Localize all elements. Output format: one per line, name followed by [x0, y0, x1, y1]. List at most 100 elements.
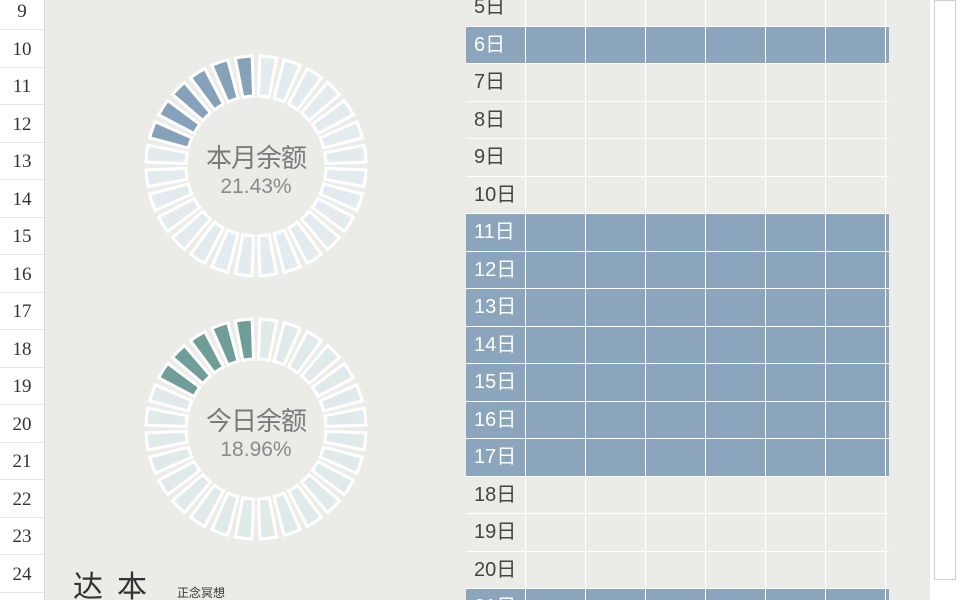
day-cell[interactable] — [526, 64, 586, 101]
day-row[interactable]: 8日 — [466, 101, 889, 139]
day-label-cell[interactable]: 20日 — [466, 551, 526, 588]
day-cell[interactable] — [646, 401, 706, 438]
day-cell[interactable] — [706, 476, 766, 513]
day-cell[interactable] — [826, 439, 886, 476]
day-cell[interactable] — [646, 439, 706, 476]
day-cell[interactable] — [766, 26, 826, 63]
row-number[interactable]: 23 — [0, 518, 44, 555]
day-cell[interactable] — [526, 0, 586, 26]
day-label-cell[interactable]: 5日 — [466, 0, 526, 26]
day-row[interactable]: 9日 — [466, 139, 889, 177]
day-cell[interactable] — [586, 439, 646, 476]
day-label-cell[interactable]: 13日 — [466, 289, 526, 326]
day-cell[interactable] — [586, 401, 646, 438]
day-cell[interactable] — [766, 589, 826, 600]
day-cell[interactable] — [526, 26, 586, 63]
day-cell[interactable] — [586, 214, 646, 251]
day-cell[interactable] — [586, 64, 646, 101]
row-number[interactable]: 18 — [0, 331, 44, 368]
day-table[interactable]: 5日 6日 7日 8日 9日 10日 11日 12日 13日 14日 15日 16日 17日 18日 19日… — [466, 0, 889, 600]
day-label-cell[interactable]: 9日 — [466, 139, 526, 176]
day-label-cell[interactable]: 21日 — [466, 589, 526, 600]
day-cell[interactable] — [826, 176, 886, 213]
day-cell[interactable] — [526, 139, 586, 176]
day-cell[interactable] — [526, 514, 586, 551]
day-label-cell[interactable]: 12日 — [466, 251, 526, 288]
day-row[interactable]: 18日 — [466, 476, 889, 514]
day-cell[interactable] — [646, 551, 706, 588]
day-cell[interactable] — [646, 364, 706, 401]
day-cell[interactable] — [826, 364, 886, 401]
day-cell[interactable] — [766, 289, 826, 326]
day-cell[interactable] — [826, 101, 886, 138]
day-cell[interactable] — [706, 0, 766, 26]
day-cell[interactable] — [646, 476, 706, 513]
day-cell[interactable] — [706, 251, 766, 288]
day-label-cell[interactable]: 17日 — [466, 439, 526, 476]
day-cell[interactable] — [646, 64, 706, 101]
day-row[interactable]: 16日 — [466, 401, 889, 439]
day-cell[interactable] — [526, 326, 586, 363]
day-cell[interactable] — [586, 551, 646, 588]
day-cell[interactable] — [586, 139, 646, 176]
day-cell[interactable] — [766, 401, 826, 438]
day-label-cell[interactable]: 11日 — [466, 214, 526, 251]
day-cell[interactable] — [826, 64, 886, 101]
row-number[interactable]: 14 — [0, 181, 44, 218]
day-cell[interactable] — [526, 551, 586, 588]
day-cell[interactable] — [826, 26, 886, 63]
day-cell[interactable] — [826, 214, 886, 251]
day-cell[interactable] — [826, 0, 886, 26]
day-label-cell[interactable]: 16日 — [466, 401, 526, 438]
day-cell[interactable] — [766, 64, 826, 101]
day-cell[interactable] — [646, 101, 706, 138]
day-cell[interactable] — [826, 514, 886, 551]
day-cell[interactable] — [766, 0, 826, 26]
day-cell[interactable] — [586, 364, 646, 401]
day-label-cell[interactable]: 14日 — [466, 326, 526, 363]
day-cell[interactable] — [586, 0, 646, 26]
day-cell[interactable] — [646, 251, 706, 288]
day-row[interactable]: 12日 — [466, 251, 889, 289]
day-cell[interactable] — [646, 589, 706, 600]
day-cell[interactable] — [586, 589, 646, 600]
day-row[interactable]: 5日 — [466, 0, 889, 27]
day-cell[interactable] — [706, 514, 766, 551]
row-number[interactable]: 20 — [0, 406, 44, 443]
spreadsheet-area[interactable]: 本月余额 21.43% 今日余额 18.96% 达本 正念冥想 5日 6日 7日 8日… — [45, 0, 930, 600]
day-cell[interactable] — [646, 26, 706, 63]
day-cell[interactable] — [526, 251, 586, 288]
day-cell[interactable] — [706, 364, 766, 401]
day-row[interactable]: 14日 — [466, 326, 889, 364]
day-row[interactable]: 10日 — [466, 176, 889, 214]
row-number[interactable]: 16 — [0, 256, 44, 293]
day-cell[interactable] — [526, 289, 586, 326]
day-label-cell[interactable]: 7日 — [466, 64, 526, 101]
day-row[interactable]: 20日 — [466, 551, 889, 589]
day-cell[interactable] — [766, 251, 826, 288]
day-cell[interactable] — [706, 551, 766, 588]
day-row[interactable]: 7日 — [466, 64, 889, 102]
day-row[interactable]: 6日 — [466, 26, 889, 64]
day-cell[interactable] — [646, 0, 706, 26]
day-cell[interactable] — [586, 289, 646, 326]
day-label-cell[interactable]: 15日 — [466, 364, 526, 401]
day-label-cell[interactable]: 8日 — [466, 101, 526, 138]
day-cell[interactable] — [646, 289, 706, 326]
day-cell[interactable] — [586, 514, 646, 551]
day-cell[interactable] — [766, 101, 826, 138]
day-cell[interactable] — [766, 551, 826, 588]
day-cell[interactable] — [526, 589, 586, 600]
row-number[interactable]: 13 — [0, 143, 44, 180]
day-cell[interactable] — [706, 401, 766, 438]
row-number[interactable]: 19 — [0, 368, 44, 405]
day-cell[interactable] — [826, 326, 886, 363]
row-number[interactable]: 10 — [0, 31, 44, 68]
day-cell[interactable] — [586, 101, 646, 138]
day-cell[interactable] — [826, 401, 886, 438]
day-cell[interactable] — [706, 64, 766, 101]
day-label-cell[interactable]: 19日 — [466, 514, 526, 551]
day-cell[interactable] — [526, 101, 586, 138]
day-cell[interactable] — [766, 476, 826, 513]
row-number[interactable]: 9 — [0, 0, 44, 30]
